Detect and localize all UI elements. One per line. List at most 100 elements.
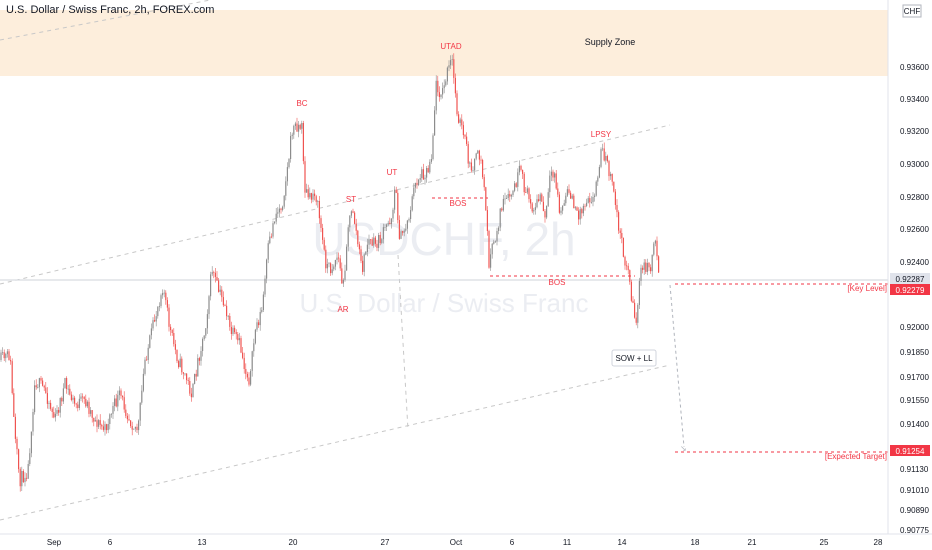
candle-body [450, 60, 452, 66]
candle-body [45, 387, 47, 394]
x-tick-label: 18 [691, 538, 700, 547]
candle-body [552, 171, 554, 178]
candle-body [139, 402, 141, 421]
candle-body [125, 409, 127, 416]
candle-body [597, 177, 599, 182]
candle-body [226, 305, 228, 317]
candle-body [587, 198, 589, 203]
candle-body [198, 358, 200, 361]
candle-body [138, 420, 140, 431]
x-tick-label: Sep [47, 538, 62, 547]
candle-body [317, 201, 319, 202]
price-badge-label: 0.92287 [896, 275, 925, 284]
candle-body [406, 220, 408, 229]
candle-body [451, 59, 453, 60]
candle-body [312, 193, 314, 200]
candle-body [54, 413, 56, 418]
candle-body [195, 373, 197, 377]
time-axis[interactable]: Sep 6 13 20 27 Oct 6 11 14 18 21 25 28 [47, 538, 883, 547]
candle-body [330, 263, 332, 274]
candle-body [568, 189, 570, 193]
candle-body [109, 414, 111, 424]
candle-body [354, 212, 356, 224]
candle-body [362, 260, 364, 272]
candle-body [574, 207, 576, 209]
channel-upper-line[interactable] [0, 124, 671, 285]
candle-body [101, 424, 103, 427]
candle-body [347, 227, 349, 247]
candle-body [250, 371, 252, 385]
candle-body [430, 159, 432, 162]
candle-body [579, 209, 581, 220]
candle-body [213, 272, 215, 273]
candle-body [194, 373, 196, 384]
candle-body [254, 329, 256, 344]
candle-body [234, 327, 236, 333]
candle-body [136, 426, 138, 430]
candle-body [618, 212, 620, 231]
candle-body [562, 205, 564, 211]
candle-body [182, 372, 184, 374]
candle-body [464, 135, 466, 137]
candle-body [70, 394, 72, 400]
candle-body [592, 197, 594, 203]
candle-body [158, 306, 160, 307]
candle-body [80, 396, 82, 399]
candle-body [146, 359, 148, 361]
candle-body [30, 431, 32, 454]
sow-callout-box[interactable] [611, 349, 657, 367]
candle-body [557, 188, 559, 195]
x-tick-label: 20 [289, 538, 298, 547]
candle-body [365, 251, 367, 255]
channel-lower-line[interactable] [0, 364, 671, 521]
projection-line[interactable] [397, 254, 409, 431]
candle-body [346, 246, 348, 271]
candle-body [611, 173, 613, 182]
candle-body [102, 426, 104, 430]
price-axis[interactable]: CHF 0.93600 0.93400 0.93200 0.93000 0.92800 0… [890, 4, 930, 535]
candle-body [485, 187, 487, 211]
candle-body [307, 189, 309, 198]
candle-body [42, 380, 44, 386]
candle-body [442, 88, 444, 95]
candle-body [270, 236, 272, 238]
candle-body [363, 254, 365, 272]
supply-zone[interactable] [0, 10, 888, 76]
candle-body [531, 203, 533, 212]
candle-body [410, 210, 412, 219]
label-ar: AR [337, 305, 348, 314]
trend-line-top[interactable] [0, 0, 211, 41]
candle-body [658, 256, 660, 273]
candle-body [157, 306, 159, 317]
candle-body [581, 209, 583, 214]
candle-body [326, 264, 328, 269]
candle-body [424, 177, 426, 180]
candle-body [117, 395, 119, 407]
y-tick-label: 0.90775 [900, 526, 929, 535]
candle-body [208, 296, 210, 315]
candle-body [246, 373, 248, 378]
sow-callout-text: SOW + LL [615, 354, 653, 363]
candle-body [510, 195, 512, 197]
candle-body [640, 267, 642, 281]
candle-body [376, 243, 378, 248]
candle-body [245, 369, 247, 374]
candle-body [325, 249, 327, 269]
candle-body [320, 218, 322, 228]
watermark-symbol: USDCHF, 2h [312, 213, 575, 265]
watermark-name: U.S. Dollar / Swiss Franc [300, 288, 589, 318]
candle-body [77, 404, 79, 408]
candle-body [144, 359, 146, 374]
candle-body [59, 398, 61, 413]
label-bc: BC [296, 99, 307, 108]
candle-body [422, 169, 424, 180]
candle-body [602, 148, 604, 150]
candle-body [454, 77, 456, 94]
candle-body [221, 289, 223, 298]
target-projection-line[interactable] [669, 284, 685, 448]
candle-body [646, 263, 648, 272]
candle-body [614, 191, 616, 205]
candle-body [373, 237, 375, 246]
